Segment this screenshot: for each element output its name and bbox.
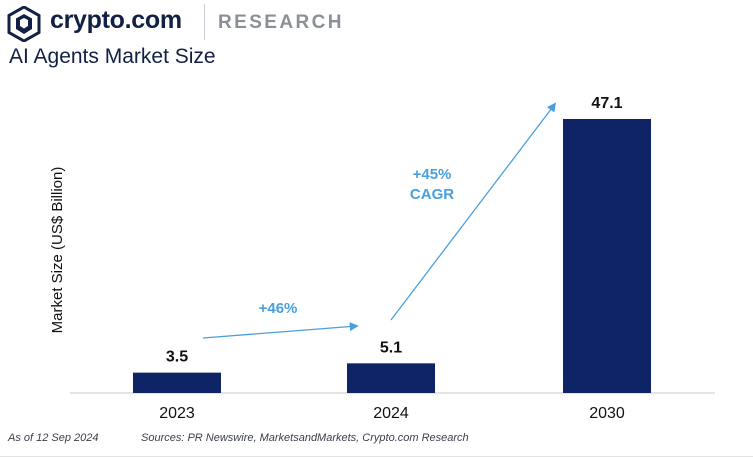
- bars-group: [133, 119, 651, 393]
- x-tick-2024: 2024: [373, 405, 409, 422]
- annotations-group: +46% +45% CAGR: [202, 102, 557, 339]
- brand-name: crypto.com: [50, 6, 182, 34]
- data-label-2030: 47.1: [591, 95, 622, 112]
- x-tick-2030: 2030: [589, 405, 625, 422]
- chart-title: AI Agents Market Size: [9, 45, 216, 68]
- crypto-com-logo-icon: [7, 6, 41, 42]
- bar-2030: [563, 119, 651, 393]
- bottom-rule: [0, 456, 753, 457]
- footer-sources: Sources: PR Newswire, MarketsandMarkets,…: [141, 432, 469, 444]
- header: crypto.com RESEARCH: [6, 4, 746, 42]
- cagr-annotation: +45% CAGR: [410, 166, 454, 203]
- footer-as-of: As of 12 Sep 2024: [8, 432, 99, 444]
- growth-arrow-2024-2030: [390, 102, 557, 321]
- growth-annotation-46: +46%: [259, 300, 298, 317]
- bar-2023: [133, 372, 221, 393]
- x-tick-2023: 2023: [159, 405, 195, 422]
- bar-2024: [347, 363, 435, 393]
- labels-group: 3.5 2023 5.1 2024 47.1 2030: [159, 95, 625, 422]
- data-label-2024: 5.1: [380, 339, 402, 356]
- header-divider: [204, 4, 205, 40]
- growth-arrow-2023-2024: [202, 322, 359, 339]
- y-axis-label: Market Size (US$ Billion): [49, 167, 66, 334]
- research-label: RESEARCH: [218, 12, 344, 33]
- data-label-2023: 3.5: [166, 349, 188, 366]
